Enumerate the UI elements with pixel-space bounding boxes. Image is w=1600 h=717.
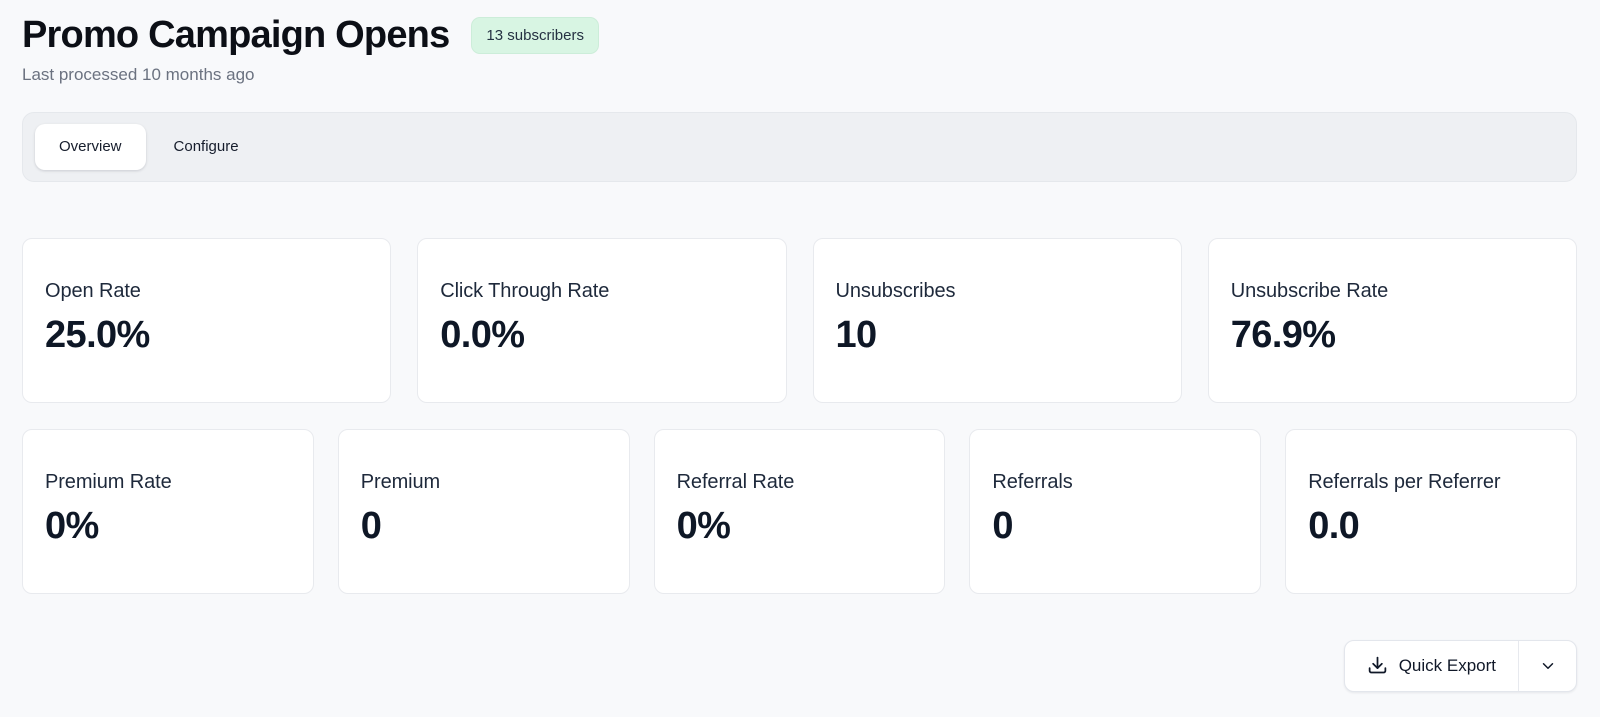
stat-value: 0.0%	[440, 313, 525, 356]
stat-value: 0	[992, 504, 1013, 547]
stat-label: Referrals	[992, 470, 1073, 493]
page-header: Promo Campaign Opens 13 subscribers	[22, 14, 1577, 58]
stat-card-unsubscribes: Unsubscribes 10	[812, 237, 1182, 403]
stat-label: Unsubscribe Rate	[1230, 279, 1389, 302]
download-icon	[1367, 655, 1388, 676]
stat-value: 0.0	[1308, 504, 1360, 547]
stat-value: 0	[360, 504, 382, 547]
stat-value: 25.0%	[45, 313, 150, 356]
quick-export-dropdown-button[interactable]	[1518, 640, 1576, 691]
stat-card-referral-rate: Referral Rate 0%	[653, 428, 946, 594]
stat-card-referrals: Referrals 0	[969, 428, 1262, 594]
stat-card-premium: Premium 0	[337, 428, 630, 594]
stat-label: Click Through Rate	[440, 279, 610, 302]
stat-card-premium-rate: Premium Rate 0%	[22, 428, 314, 594]
stat-value: 0%	[45, 504, 99, 547]
stat-label: Premium	[360, 470, 441, 493]
tab-configure[interactable]: Configure	[173, 138, 239, 156]
stats-row-secondary: Premium Rate 0% Premium 0 Referral Rate …	[22, 428, 1577, 594]
stat-label: Referral Rate	[676, 470, 795, 493]
stat-label: Open Rate	[45, 279, 141, 302]
page-title: Promo Campaign Opens	[22, 14, 450, 56]
quick-export-button[interactable]: Quick Export	[1345, 641, 1518, 691]
stat-card-open-rate: Open Rate 25.0%	[22, 237, 392, 403]
tab-bar: Overview Configure	[22, 111, 1577, 182]
subscriber-count-badge: 13 subscribers	[471, 17, 599, 55]
quick-export-split-button: Quick Export	[1343, 639, 1577, 692]
stat-card-referrals-per-referrer: Referrals per Referrer 0.0	[1285, 428, 1577, 594]
stats-row-primary: Open Rate 25.0% Click Through Rate 0.0% …	[22, 237, 1577, 403]
stat-label: Unsubscribes	[835, 279, 956, 302]
stat-value: 0%	[676, 504, 731, 547]
last-processed-text: Last processed 10 months ago	[22, 64, 255, 84]
stat-label: Premium Rate	[45, 470, 172, 493]
chevron-down-icon	[1539, 657, 1557, 675]
quick-export-label: Quick Export	[1398, 655, 1496, 675]
export-actions: Quick Export	[22, 639, 1577, 692]
stat-card-click-through-rate: Click Through Rate 0.0%	[417, 237, 787, 403]
stat-value: 10	[835, 313, 878, 356]
stat-label: Referrals per Referrer	[1308, 470, 1501, 493]
tab-overview[interactable]: Overview	[35, 123, 146, 170]
campaign-overview-page: Promo Campaign Opens 13 subscribers Last…	[22, 14, 1577, 692]
stat-card-unsubscribe-rate: Unsubscribe Rate 76.9%	[1207, 237, 1577, 403]
stat-value: 76.9%	[1230, 313, 1336, 356]
